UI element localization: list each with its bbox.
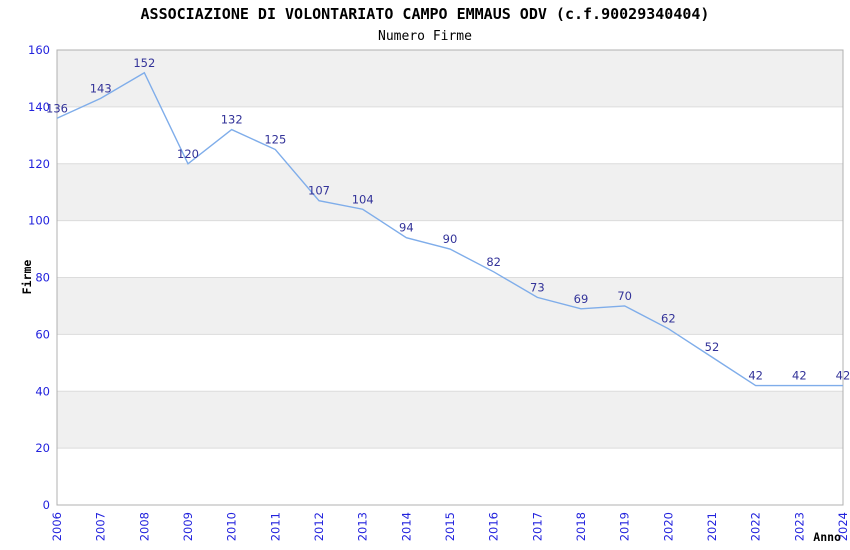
background-band — [57, 163, 843, 221]
x-axis-title: Anno — [813, 530, 841, 544]
data-point-label: 42 — [836, 369, 850, 383]
data-point-label: 42 — [792, 369, 807, 383]
x-tick-label: 2014 — [399, 512, 413, 541]
data-point-label: 73 — [530, 280, 545, 294]
x-tick-label: 2021 — [705, 512, 719, 541]
x-tick-label: 2008 — [137, 512, 151, 541]
x-tick-label: 2007 — [94, 512, 108, 541]
y-tick-label: 120 — [28, 157, 50, 171]
plot-area: 0 20 40 60 80 100 120 140 160 2006 2007 2008 2009 201… — [28, 43, 850, 541]
x-tick-label: 2019 — [618, 512, 632, 541]
data-point-label: 125 — [264, 133, 286, 147]
x-tick-label: 2017 — [530, 512, 544, 541]
data-point-label: 69 — [574, 292, 589, 306]
y-tick-label: 100 — [28, 214, 50, 228]
chart-title: ASSOCIAZIONE DI VOLONTARIATO CAMPO EMMAU… — [141, 5, 710, 23]
x-tick-label: 2015 — [443, 512, 457, 541]
y-tick-label: 40 — [35, 384, 50, 398]
x-tick-label: 2023 — [792, 512, 806, 541]
data-point-label: 143 — [90, 81, 112, 95]
x-tick-label: 2022 — [749, 512, 763, 541]
data-point-label: 152 — [133, 56, 155, 70]
data-point-label: 107 — [308, 184, 330, 198]
data-point-label: 62 — [661, 312, 676, 326]
data-point-label: 120 — [177, 147, 199, 161]
x-tick-label: 2011 — [268, 512, 282, 541]
data-point-label: 52 — [705, 340, 720, 354]
y-tick-label: 60 — [35, 327, 50, 341]
y-tick-label: 140 — [28, 100, 50, 114]
data-point-label: 42 — [748, 369, 763, 383]
data-point-label: 90 — [443, 232, 458, 246]
x-tick-label: 2012 — [312, 512, 326, 541]
background-band — [57, 50, 843, 107]
plot-border — [56, 49, 844, 506]
data-point-label: 94 — [399, 221, 414, 235]
data-point-label: 82 — [486, 255, 501, 269]
data-point-label: 70 — [617, 289, 632, 303]
chart-subtitle: Numero Firme — [378, 29, 472, 44]
x-tick-label: 2024 — [836, 512, 850, 541]
y-tick-label: 160 — [28, 43, 50, 57]
data-point-label: 104 — [352, 192, 374, 206]
x-tick-label: 2013 — [356, 512, 370, 541]
background-band — [57, 391, 843, 449]
background-band — [57, 277, 843, 335]
x-tick-label: 2010 — [225, 512, 239, 541]
data-point-label: 132 — [221, 113, 243, 127]
data-line — [56, 71, 843, 387]
x-tick-label: 2009 — [181, 512, 195, 541]
y-axis-title: Firme — [20, 260, 34, 295]
x-tick-label: 2016 — [487, 512, 501, 541]
data-point-label: 136 — [46, 101, 68, 115]
y-tick-label: 80 — [35, 271, 50, 285]
y-tick-label: 0 — [43, 498, 50, 512]
x-tick-label: 2020 — [661, 512, 675, 541]
x-tick-label: 2018 — [574, 512, 588, 541]
x-tick-label: 2006 — [50, 512, 64, 541]
y-tick-label: 20 — [35, 441, 50, 455]
